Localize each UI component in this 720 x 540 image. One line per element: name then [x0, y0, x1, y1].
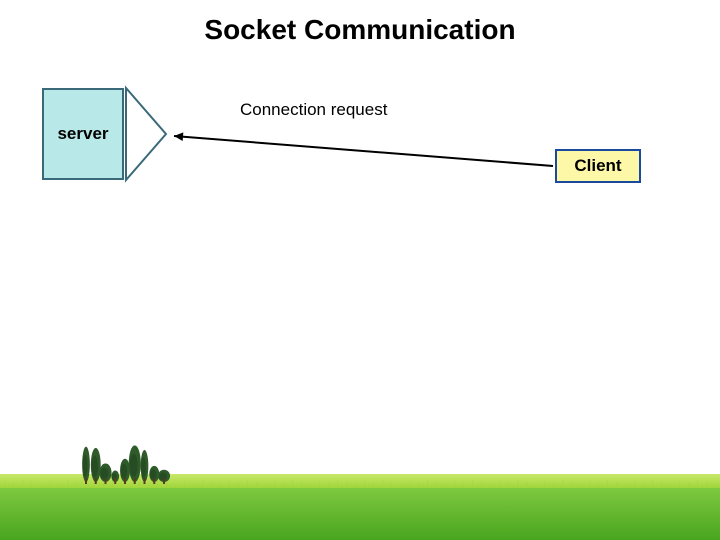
connection-request-label: Connection request: [240, 100, 387, 120]
server-label: server: [57, 124, 108, 144]
arrow-line: [174, 136, 553, 166]
grass-top-band: [0, 474, 720, 488]
diagram-svg: [0, 0, 720, 540]
slide-title: Socket Communication: [0, 14, 720, 46]
arrow-head: [174, 132, 183, 141]
slide: Socket Communication server port Client …: [0, 0, 720, 540]
client-box: Client: [555, 149, 641, 183]
grass-main-band: [0, 488, 720, 540]
tree-cluster: [82, 445, 170, 484]
port-label: port: [131, 119, 149, 147]
grass-blades: [4, 480, 716, 488]
client-label: Client: [574, 156, 621, 176]
server-box: server: [42, 88, 124, 180]
